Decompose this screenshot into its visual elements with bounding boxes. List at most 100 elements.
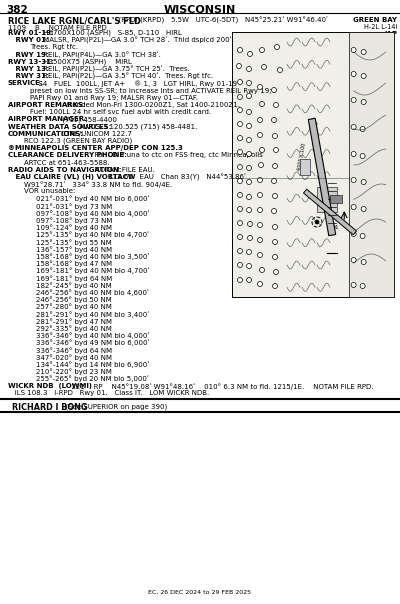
Text: 281°-291° byd 40 NM blo 3,400ʹ: 281°-291° byd 40 NM blo 3,400ʹ — [36, 311, 149, 318]
Bar — [300, 159, 310, 175]
Circle shape — [258, 252, 262, 257]
Bar — [349, 32, 394, 297]
Text: For CD if una to ctc on FSS freq, ctc Minneapolis: For CD if una to ctc on FSS freq, ctc Mi… — [90, 152, 263, 158]
Circle shape — [246, 94, 252, 98]
Text: Fuel: 100LL 24 hr self svc fuel avbl with credit card.: Fuel: 100LL 24 hr self svc fuel avbl wit… — [30, 109, 211, 115]
Circle shape — [274, 147, 278, 152]
Circle shape — [274, 45, 280, 50]
Circle shape — [351, 283, 356, 288]
Text: W91°28.71ʹ   334° 33.8 NM to fld. 904/4E.: W91°28.71ʹ 334° 33.8 NM to fld. 904/4E. — [24, 181, 172, 188]
Text: CLEARANCE DELIVERY PHONE:: CLEARANCE DELIVERY PHONE: — [8, 152, 127, 158]
Text: S4   FUEL  100LL, JET A+    ® 1, 3   LGT HIRL, Rwy 01-19: S4 FUEL 100LL, JET A+ ® 1, 3 LGT HIRL, R… — [34, 80, 237, 87]
Circle shape — [360, 234, 365, 239]
Text: 336°-346° byd 49 NM blo 6,000ʹ: 336°-346° byd 49 NM blo 6,000ʹ — [36, 339, 150, 346]
Text: 347°-020° byd 40 NM: 347°-020° byd 40 NM — [36, 354, 112, 361]
Text: PAPI Rwy 01 and Rwy 19; MALSR Rwy 01—CTAF.: PAPI Rwy 01 and Rwy 19; MALSR Rwy 01—CTA… — [30, 95, 198, 101]
Circle shape — [246, 165, 252, 170]
Text: NOTAM FILE EAU.: NOTAM FILE EAU. — [90, 167, 155, 173]
Text: COMMUNICATIONS:: COMMUNICATIONS: — [8, 131, 84, 137]
Text: RWY 01-19:: RWY 01-19: — [8, 30, 54, 36]
Text: 169°-181° byd 40 NM blo 4,700ʹ: 169°-181° byd 40 NM blo 4,700ʹ — [36, 268, 150, 274]
Circle shape — [246, 138, 252, 143]
Circle shape — [258, 237, 262, 242]
Circle shape — [238, 234, 242, 240]
Circle shape — [258, 118, 262, 123]
Circle shape — [351, 257, 356, 263]
Text: 134°-144° byd 14 NM blo 6,900ʹ: 134°-144° byd 14 NM blo 6,900ʹ — [36, 361, 149, 368]
Circle shape — [315, 220, 319, 224]
Circle shape — [361, 74, 366, 79]
Circle shape — [246, 249, 252, 254]
Circle shape — [272, 208, 276, 213]
Circle shape — [272, 133, 278, 138]
Circle shape — [238, 48, 242, 53]
Circle shape — [246, 277, 252, 283]
Circle shape — [248, 222, 252, 226]
Circle shape — [258, 281, 262, 286]
Text: 221    RP    N45°19.08ʹ W91°48.16ʹ    010° 6.3 NM to fld. 1215/1E.    NOTAM FILE: 221 RP N45°19.08ʹ W91°48.16ʹ 010° 6.3 NM… — [67, 383, 374, 390]
Text: 097°-108° byd 40 NM blo 4,000ʹ: 097°-108° byd 40 NM blo 4,000ʹ — [36, 210, 150, 217]
Circle shape — [238, 207, 242, 211]
Circle shape — [361, 100, 366, 104]
Text: 01: 01 — [331, 225, 339, 230]
Circle shape — [246, 109, 252, 115]
Text: AIRPORT REMARKS:: AIRPORT REMARKS: — [8, 102, 86, 108]
Circle shape — [246, 80, 252, 86]
Text: ILS 108.3   I-RPD   Rwy 01.   Class IT.   LOM WICKR NDB.: ILS 108.3 I-RPD Rwy 01. Class IT. LOM WI… — [8, 390, 209, 396]
Circle shape — [272, 254, 278, 260]
Circle shape — [272, 283, 278, 289]
Text: 292°-335° byd 40 NM: 292°-335° byd 40 NM — [36, 325, 112, 332]
Circle shape — [274, 103, 278, 108]
Text: RWY 31:: RWY 31: — [8, 73, 49, 79]
Text: (See SUPERIOR on page 390): (See SUPERIOR on page 390) — [61, 403, 167, 410]
Text: 246°-256° byd 40 NM blo 4,600ʹ: 246°-256° byd 40 NM blo 4,600ʹ — [36, 289, 149, 296]
Text: 021°-031° byd 73 NM: 021°-031° byd 73 NM — [36, 203, 112, 210]
Text: 1109    B    NOTAM FILE RPD: 1109 B NOTAM FILE RPD — [8, 25, 107, 31]
Text: RADIO AIDS TO NAVIGATION:: RADIO AIDS TO NAVIGATION: — [8, 167, 122, 173]
Bar — [317, 187, 337, 212]
Text: 021°-031° byd 40 NM blo 6,000ʹ: 021°-031° byd 40 NM blo 6,000ʹ — [36, 196, 150, 202]
Text: REIL, PAPI(P2L)—GA 3.5° TCH 40ʹ.  Trees. Rgt tfc.: REIL, PAPI(P2L)—GA 3.5° TCH 40ʹ. Trees. … — [41, 73, 213, 80]
Circle shape — [262, 65, 266, 69]
Circle shape — [236, 63, 242, 68]
Text: GREEN BAY: GREEN BAY — [353, 17, 397, 23]
Text: IAP: IAP — [384, 31, 397, 37]
Text: 158°-168° byd 40 NM blo 3,500ʹ: 158°-168° byd 40 NM blo 3,500ʹ — [36, 253, 149, 260]
Circle shape — [361, 179, 366, 184]
Text: WISCONSIN: WISCONSIN — [164, 5, 236, 15]
Text: 336°-346° byd 40 NM blo 4,000ʹ: 336°-346° byd 40 NM blo 4,000ʹ — [36, 332, 149, 339]
Circle shape — [246, 179, 252, 184]
Text: 136°-157° byd 40 NM: 136°-157° byd 40 NM — [36, 246, 112, 252]
Circle shape — [258, 208, 262, 213]
Circle shape — [272, 88, 276, 92]
Circle shape — [246, 263, 252, 269]
Text: 097°-108° byd 73 NM: 097°-108° byd 73 NM — [36, 217, 112, 224]
Circle shape — [248, 236, 252, 240]
Text: 182°-245° byd 40 NM: 182°-245° byd 40 NM — [36, 282, 112, 289]
Text: REIL, PAPI(P2L)—GA 3.75° TCH 25ʹ.  Trees.: REIL, PAPI(P2L)—GA 3.75° TCH 25ʹ. Trees. — [41, 66, 190, 73]
Text: 246°-256° byd 50 NM: 246°-256° byd 50 NM — [36, 297, 112, 303]
Text: 125°-135° byd 55 NM: 125°-135° byd 55 NM — [36, 239, 112, 245]
Text: ARTCC at 651-463-5588.: ARTCC at 651-463-5588. — [24, 159, 110, 165]
Circle shape — [246, 66, 252, 71]
Text: 113.65   EAU   Chan 83(Y)   N44°53.86ʹ: 113.65 EAU Chan 83(Y) N44°53.86ʹ — [106, 174, 246, 181]
Text: 382: 382 — [6, 5, 28, 15]
Circle shape — [272, 179, 276, 184]
Text: EAU CLAIRE (VL) (H) VORTACW: EAU CLAIRE (VL) (H) VORTACW — [8, 174, 136, 180]
Text: MALSR, PAPI(P2L)—GA 3.0° TCH 28ʹ.  Thld dsplcd 200ʹ.: MALSR, PAPI(P2L)—GA 3.0° TCH 28ʹ. Thld d… — [41, 37, 234, 45]
Polygon shape — [308, 118, 336, 236]
Circle shape — [272, 193, 278, 199]
Text: RWY 19:: RWY 19: — [8, 51, 49, 57]
Text: 255°-265° byd 20 NM blo 5,000ʹ: 255°-265° byd 20 NM blo 5,000ʹ — [36, 376, 149, 382]
Circle shape — [246, 123, 252, 129]
Circle shape — [238, 193, 242, 198]
Circle shape — [238, 164, 242, 170]
Circle shape — [258, 178, 262, 182]
Circle shape — [258, 132, 262, 138]
Circle shape — [238, 94, 242, 100]
Text: H3500X75 (ASPH)    MIRL: H3500X75 (ASPH) MIRL — [41, 59, 132, 65]
Text: 281°-291° byd 47 NM: 281°-291° byd 47 NM — [36, 318, 112, 325]
Bar — [330, 195, 342, 203]
Text: H6700X100 (ASPH)   S-85, D-110   HIRL: H6700X100 (ASPH) S-85, D-110 HIRL — [41, 30, 182, 36]
Text: SERVICE:: SERVICE: — [8, 80, 44, 86]
